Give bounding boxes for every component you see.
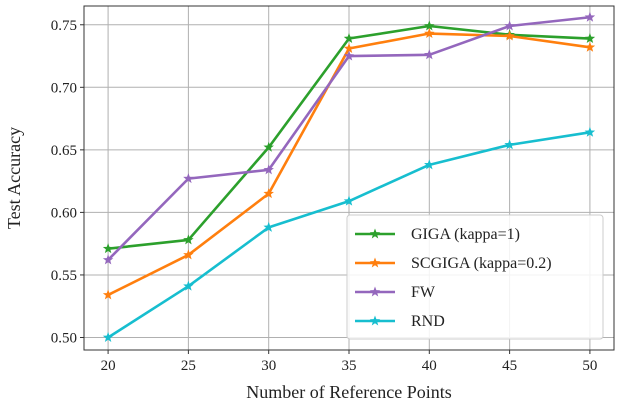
x-tick-label: 40 (422, 358, 437, 374)
legend-item: SCGIGA (kappa=0.2) (355, 255, 552, 272)
x-tick-label: 30 (261, 358, 276, 374)
x-tick-label: 45 (502, 358, 517, 374)
legend-marker (369, 228, 381, 239)
data-point (183, 249, 194, 260)
data-point (343, 33, 355, 43)
data-point (263, 141, 274, 152)
legend-label: SCGIGA (kappa=0.2) (411, 255, 552, 272)
legend-box (346, 214, 604, 340)
legend-item: GIGA (kappa=1) (355, 226, 520, 243)
series-3 (102, 126, 596, 342)
data-point (504, 30, 515, 41)
series-2 (102, 11, 596, 265)
data-point (102, 254, 114, 265)
legend-marker (369, 315, 381, 326)
legend-marker (369, 257, 381, 268)
legend-label: FW (411, 284, 436, 301)
series-1 (102, 28, 596, 300)
data-point (343, 195, 355, 206)
data-point (424, 20, 435, 31)
data-point (584, 11, 596, 22)
y-tick-label: 0.75 (51, 18, 77, 34)
data-point (424, 49, 435, 60)
data-point (584, 126, 596, 137)
data-point (263, 221, 274, 232)
x-tick-label: 35 (342, 358, 357, 374)
legend-label: RND (411, 313, 445, 330)
legend: GIGA (kappa=1) SCGIGA (kappa=0.2) FW RND (346, 214, 604, 340)
data-point (424, 159, 435, 170)
legend-item: RND (355, 313, 445, 330)
x-tick-label: 50 (582, 358, 597, 374)
data-point (504, 20, 515, 31)
y-tick-label: 0.70 (51, 80, 77, 96)
data-point (183, 234, 194, 245)
y-tick-label: 0.65 (51, 143, 77, 159)
data-point (183, 280, 194, 291)
legend-label: GIGA (kappa=1) (411, 226, 520, 243)
data-point (102, 331, 114, 342)
legend-marker (369, 286, 381, 297)
data-point (584, 33, 596, 43)
data-point (263, 164, 274, 175)
data-point (343, 50, 355, 61)
data-point (102, 243, 114, 254)
y-tick-label: 0.60 (51, 205, 77, 221)
data-point (102, 289, 114, 300)
series-layer (102, 11, 596, 342)
y-axis-label: Test Accuracy (4, 127, 24, 229)
y-tick-label: 0.55 (51, 268, 77, 284)
data-point (263, 188, 274, 199)
data-point (584, 41, 596, 52)
data-point (424, 28, 435, 38)
x-tick-label: 25 (181, 358, 196, 374)
y-tick-label: 0.50 (51, 330, 77, 346)
data-point (183, 173, 194, 184)
x-axis-label: Number of Reference Points (246, 382, 451, 402)
legend-item: FW (355, 284, 436, 301)
data-point (343, 43, 355, 53)
x-tick-label: 20 (101, 358, 116, 374)
data-point (504, 139, 515, 150)
ticks: 20 25 30 35 40 45 50 0.50 0.55 0.60 0.65 0.70 0.75 (51, 18, 598, 374)
